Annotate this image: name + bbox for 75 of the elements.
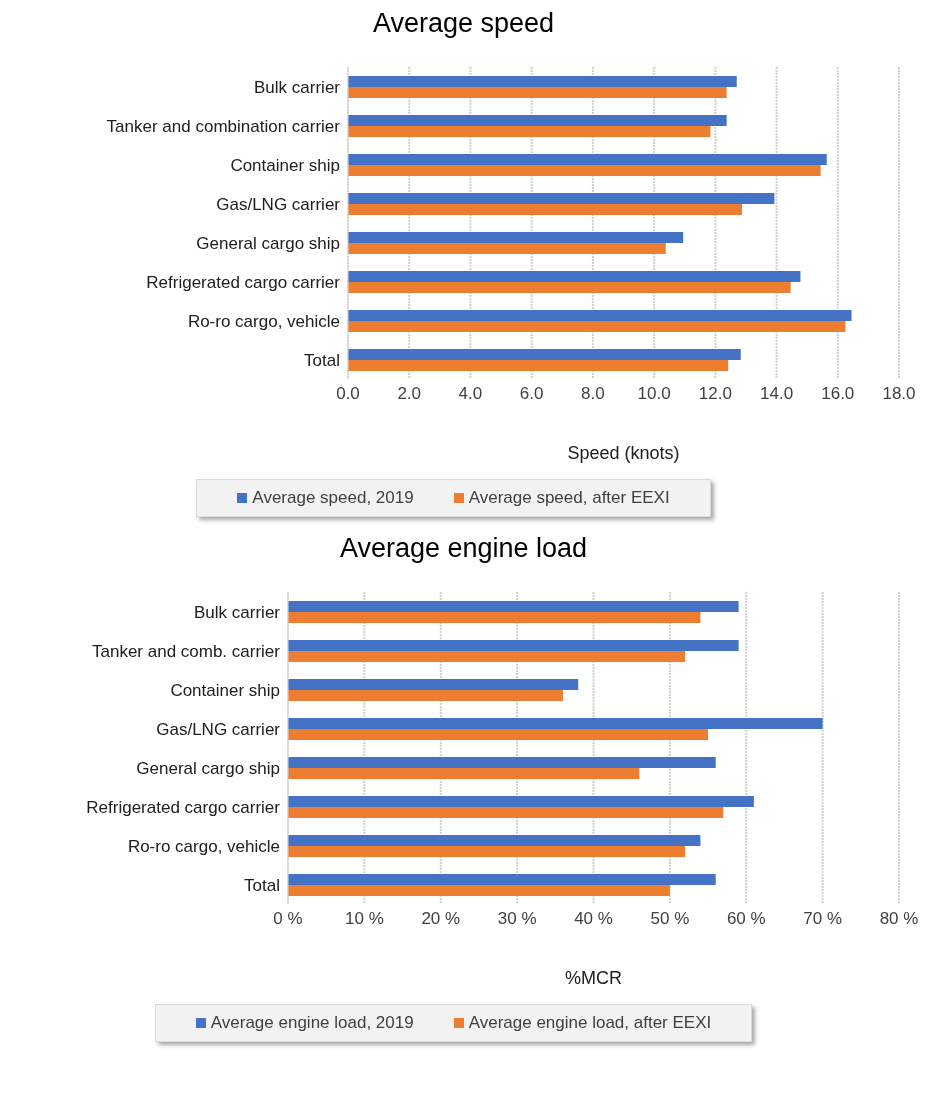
bar <box>288 651 686 662</box>
legend-label: Average engine load, after EEXI <box>467 1013 712 1033</box>
bar <box>288 679 579 690</box>
x-tick-label: 10 % <box>345 909 384 929</box>
bar <box>348 115 727 126</box>
y-tick-label: Ro-ro cargo, vehicle <box>187 311 340 331</box>
x-tick-label: 40 % <box>574 909 613 929</box>
bar <box>348 76 737 87</box>
y-tick-label: Gas/LNG carrier <box>156 719 281 739</box>
bar <box>348 271 801 282</box>
bar <box>348 232 684 243</box>
y-tick-label: General cargo ship <box>136 758 280 778</box>
legend-label: Average speed, after EEXI <box>467 488 670 508</box>
bar <box>348 193 775 204</box>
bar <box>348 360 729 371</box>
y-tick-label: Refrigerated cargo carrier <box>86 797 281 817</box>
bar <box>288 807 724 818</box>
legend-label: Average engine load, 2019 <box>209 1013 414 1033</box>
x-tick-label: 80 % <box>879 909 919 929</box>
chart-title: Average engine load <box>338 533 589 564</box>
x-tick-label: 20 % <box>421 909 461 929</box>
y-tick-label: Refrigerated cargo carrier <box>146 272 341 292</box>
y-tick-label: General cargo ship <box>196 233 340 253</box>
bar <box>348 126 711 137</box>
x-tick-label: 8.0 <box>581 384 605 404</box>
bar <box>288 874 716 885</box>
x-tick-label: 0.0 <box>336 384 360 404</box>
bar <box>348 243 666 254</box>
bar <box>288 690 563 701</box>
bar <box>288 612 701 623</box>
chart-title: Average speed <box>371 8 556 39</box>
x-tick-label: 16.0 <box>821 384 855 404</box>
y-tick-label: Total <box>304 350 340 370</box>
bar <box>348 87 727 98</box>
legend-label: Average speed, 2019 <box>251 488 414 508</box>
x-tick-label: 10.0 <box>637 384 671 404</box>
x-tick-label: 18.0 <box>882 384 916 404</box>
y-tick-label: Container ship <box>170 680 280 700</box>
bar <box>348 165 821 176</box>
bar <box>288 835 701 846</box>
y-tick-label: Total <box>244 875 280 895</box>
y-tick-label: Tanker and combination carrier <box>106 116 341 136</box>
bar <box>348 154 827 165</box>
x-tick-label: 50 % <box>650 909 690 929</box>
bar <box>348 310 852 321</box>
x-tick-label: 60 % <box>726 909 766 929</box>
y-tick-label: Bulk carrier <box>194 602 281 622</box>
x-tick-label: 12.0 <box>698 384 732 404</box>
bar <box>348 349 741 360</box>
x-axis-title: Speed (knots) <box>567 443 680 463</box>
bar <box>288 796 754 807</box>
y-tick-label: Tanker and comb. carrier <box>91 641 281 661</box>
x-axis-title: %MCR <box>565 968 622 988</box>
x-tick-label: 14.0 <box>760 384 794 404</box>
y-tick-label: Gas/LNG carrier <box>216 194 341 214</box>
x-tick-label: 4.0 <box>458 384 483 404</box>
bar <box>288 757 716 768</box>
bar <box>288 729 709 740</box>
x-tick-label: 70 % <box>803 909 842 929</box>
y-tick-label: Ro-ro cargo, vehicle <box>127 836 280 856</box>
bar <box>288 846 686 857</box>
y-tick-label: Container ship <box>230 155 340 175</box>
bar <box>288 601 739 612</box>
x-tick-label: 0 % <box>273 909 303 929</box>
x-tick-label: 2.0 <box>397 384 422 404</box>
x-tick-label: 30 % <box>497 909 537 929</box>
bar <box>288 768 640 779</box>
bar <box>288 718 823 729</box>
y-tick-label: Bulk carrier <box>254 77 341 97</box>
bar <box>288 885 670 896</box>
bar <box>348 204 742 215</box>
bar <box>348 282 791 293</box>
x-tick-label: 6.0 <box>519 384 544 404</box>
bar <box>288 640 739 651</box>
bar <box>348 321 846 332</box>
